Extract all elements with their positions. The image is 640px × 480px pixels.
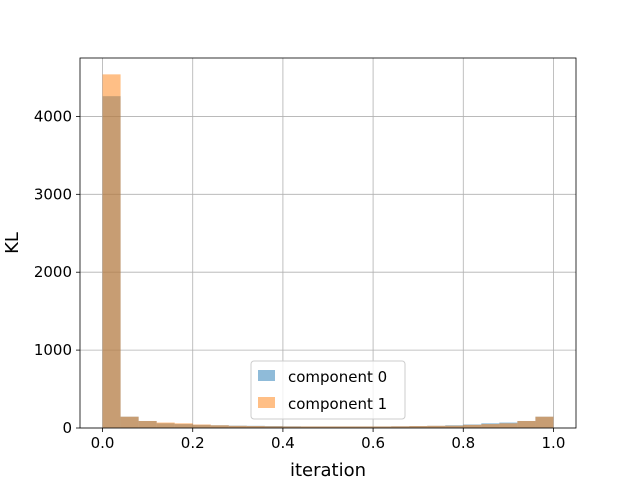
grid-lines <box>80 58 576 429</box>
bar-component-1-bin-22 <box>499 423 518 428</box>
legend-label-component-1: component 1 <box>288 395 387 413</box>
bar-component-1-bin-3 <box>156 422 175 428</box>
bar-component-1-bin-6 <box>210 425 229 428</box>
bar-component-1-bin-23 <box>517 420 536 428</box>
y-tick-label: 1000 <box>34 341 72 359</box>
bar-component-1-bin-5 <box>192 424 211 428</box>
bar-component-1-bin-11 <box>300 426 319 428</box>
bar-component-1-bin-10 <box>282 426 301 428</box>
x-tick-label: 0.8 <box>451 434 475 452</box>
axis-ticks: 0.0 0.2 0.4 0.6 0.8 1.0 0 1000 2000 3000 4000 <box>34 107 566 452</box>
plot-area-frame <box>79 57 577 429</box>
bar-component-1-bin-14 <box>355 426 374 428</box>
bar-component-1-bin-21 <box>481 424 500 428</box>
y-tick-label: 2000 <box>34 263 72 281</box>
x-tick-label: 0.4 <box>271 434 295 452</box>
bar-component-1-bin-17 <box>409 426 428 428</box>
legend-box <box>250 360 406 420</box>
bar-component-1-bin-12 <box>318 426 338 428</box>
bar-component-1-bin-2 <box>138 420 157 428</box>
bar-component-1-bin-18 <box>427 425 446 428</box>
bar-component-1-bin-9 <box>264 426 283 428</box>
bar-component-1-bin-7 <box>228 425 247 428</box>
legend-label-component-0: component 0 <box>288 368 387 386</box>
bar-component-1-bin-16 <box>391 426 410 428</box>
bar-component-1-bin-13 <box>337 426 356 428</box>
bar-component-1-bin-20 <box>463 424 482 428</box>
x-tick-label: 0.2 <box>181 434 205 452</box>
legend-swatch-component-0 <box>258 370 275 381</box>
bar-component-1-bin-0 <box>102 74 121 428</box>
y-tick-label: 0 <box>62 419 72 437</box>
legend-swatch-component-1 <box>258 397 275 408</box>
y-tick-label: 3000 <box>34 185 72 203</box>
y-tick-label: 4000 <box>34 107 72 125</box>
bar-component-1-bin-24 <box>535 416 554 428</box>
legend: component 0 component 1 <box>250 360 406 420</box>
bar-component-1-bin-8 <box>246 426 265 428</box>
x-tick-label: 0.6 <box>361 434 385 452</box>
bar-component-1-bin-15 <box>373 426 392 428</box>
histogram-bars <box>102 74 554 428</box>
x-axis-label: iteration <box>290 460 366 480</box>
x-tick-label: 0.0 <box>91 434 115 452</box>
bar-component-1-bin-19 <box>445 425 464 428</box>
bar-component-1-bin-1 <box>120 416 139 428</box>
bar-component-1-bin-4 <box>174 423 193 428</box>
x-tick-label: 1.0 <box>542 434 566 452</box>
y-axis-label: KL <box>2 232 23 254</box>
